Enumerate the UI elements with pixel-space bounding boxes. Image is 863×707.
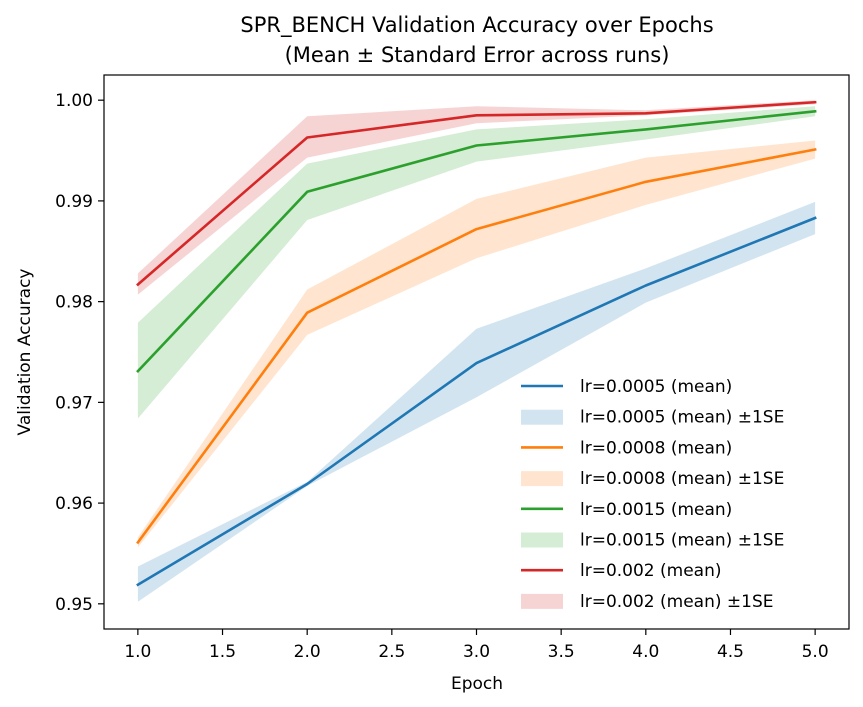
y-tick-label: 0.96 <box>55 494 93 514</box>
legend-entry-label: lr=0.002 (mean) <box>580 561 722 581</box>
x-tick-label: 1.0 <box>124 642 151 662</box>
legend-band-swatch <box>521 471 563 487</box>
y-tick-label: 0.95 <box>55 595 93 615</box>
legend-band-swatch <box>521 409 563 425</box>
y-tick-label: 0.99 <box>55 192 93 212</box>
chart-subtitle: (Mean ± Standard Error across runs) <box>285 43 670 67</box>
error-bands <box>137 100 816 602</box>
series-line-3 <box>136 100 817 287</box>
y-axis-label: Validation Accuracy <box>15 269 35 436</box>
y-axis-ticks: 0.95 0.96 0.97 0.98 0.99 1.00 <box>55 91 104 615</box>
legend-band-label: lr=0.0015 (mean) ±1SE <box>580 531 784 551</box>
legend-band-swatch <box>521 593 563 609</box>
x-tick-label: 2.0 <box>294 642 321 662</box>
x-axis-ticks: 1.0 1.5 2.0 2.5 3.0 3.5 4.0 4.5 5.0 <box>124 629 829 662</box>
y-tick-label: 1.00 <box>55 91 93 111</box>
legend-entry-label: lr=0.0015 (mean) <box>580 500 732 520</box>
legend-band-label: lr=0.0008 (mean) ±1SE <box>580 469 784 489</box>
x-tick-label: 2.5 <box>378 642 405 662</box>
x-tick-label: 3.0 <box>463 642 490 662</box>
series-line-2 <box>136 109 817 373</box>
error-band-2 <box>137 106 816 419</box>
error-band-1 <box>137 140 816 548</box>
legend-band-label: lr=0.0005 (mean) ±1SE <box>580 408 784 428</box>
y-tick-label: 0.97 <box>55 393 93 413</box>
legend-band-label: lr=0.002 (mean) ±1SE <box>580 592 774 612</box>
error-band-3 <box>137 100 816 295</box>
legend-entry-label: lr=0.0005 (mean) <box>580 377 732 397</box>
x-tick-label: 1.5 <box>209 642 236 662</box>
error-band-0 <box>137 201 816 602</box>
series-lines <box>136 100 817 587</box>
series-line-0 <box>136 216 817 587</box>
x-tick-label: 4.0 <box>632 642 659 662</box>
y-tick-label: 0.98 <box>55 293 93 313</box>
chart-title: SPR_BENCH Validation Accuracy over Epoch… <box>240 13 713 38</box>
legend: lr=0.0005 (mean) lr=0.0005 (mean) ±1SE lr=… <box>521 377 784 612</box>
x-tick-label: 4.5 <box>717 642 744 662</box>
x-tick-label: 5.0 <box>802 642 829 662</box>
series-line-1 <box>136 147 817 545</box>
legend-band-swatch <box>521 532 563 548</box>
x-tick-label: 3.5 <box>548 642 575 662</box>
x-axis-label: Epoch <box>451 674 503 694</box>
legend-entry-label: lr=0.0008 (mean) <box>580 438 732 458</box>
